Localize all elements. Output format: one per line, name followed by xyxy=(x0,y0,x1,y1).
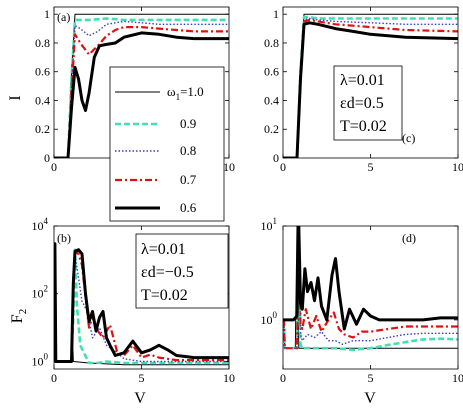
y-tick-label-exp: 0 xyxy=(273,310,278,320)
xlabel-d: V xyxy=(364,390,376,407)
legend-label-1-0: ω1=1.0 xyxy=(167,84,204,102)
annotation-c-line2: εd=0.5 xyxy=(340,95,384,112)
ylabel-b: F2 xyxy=(9,309,29,323)
y-tick-label: 102 xyxy=(32,284,49,301)
series-line-w0_7 xyxy=(283,226,458,350)
annotation-c-line1: λ=0.01 xyxy=(340,72,385,89)
ylabel-b-main: F xyxy=(9,314,26,323)
series-line-w0_8 xyxy=(283,226,458,349)
series-line-w0_6 xyxy=(54,31,229,158)
panel-label-b: (b) xyxy=(57,231,71,245)
y-tick-label-exp: 2 xyxy=(44,284,49,294)
legend-label-1-0-omega: ω xyxy=(167,84,176,99)
annotation-box-c: λ=0.01 εd=0.5 T=0.02 xyxy=(333,65,403,141)
ylabel-a: I xyxy=(7,95,24,100)
x-tick-label: 5 xyxy=(368,160,374,174)
xlabel-b: V xyxy=(134,390,146,407)
legend-label-1-0-tail: =1.0 xyxy=(180,84,204,99)
y-tick-label: 0.8 xyxy=(264,36,279,50)
y-tick-label: 100 xyxy=(32,351,49,368)
series-line-w0_7 xyxy=(54,26,229,158)
x-tick-label: 0 xyxy=(280,371,286,385)
y-tick-label: 0.2 xyxy=(35,122,50,136)
y-tick-label: 101 xyxy=(261,216,278,233)
panel-label-d: (d) xyxy=(402,231,416,245)
y-tick-label: 0 xyxy=(273,151,279,165)
y-tick-label: 1 xyxy=(44,7,50,21)
y-tick-label-base: 10 xyxy=(32,219,44,233)
series-line-w0_6 xyxy=(54,242,229,363)
y-tick-label: 1 xyxy=(273,7,279,21)
y-tick-label: 0.2 xyxy=(264,122,279,136)
y-tick-label: 0 xyxy=(44,151,50,165)
annotation-b-line1: λ=0.01 xyxy=(141,241,186,258)
panel-label-a: (a) xyxy=(57,10,70,24)
legend-frame xyxy=(109,66,225,222)
y-tick-label-exp: 0 xyxy=(44,351,49,361)
y-tick-label: 0.6 xyxy=(264,65,279,79)
x-tick-label: 10 xyxy=(452,160,463,174)
x-tick-label: 0 xyxy=(51,371,57,385)
y-tick-label: 100 xyxy=(261,310,278,327)
y-tick-label-exp: 4 xyxy=(44,216,49,226)
y-tick-label-exp: 1 xyxy=(273,216,278,226)
legend-label-0-7: 0.7 xyxy=(180,172,197,187)
annotation-box-b: λ=0.01 εd=−0.5 T=0.02 xyxy=(135,233,229,309)
x-tick-label: 10 xyxy=(452,371,463,385)
legend-label-0-8: 0.8 xyxy=(180,143,196,158)
series-line-w0_6 xyxy=(283,21,458,158)
annotation-c-line3: T=0.02 xyxy=(340,118,387,135)
x-tick-label: 0 xyxy=(280,160,286,174)
y-tick-label: 0.6 xyxy=(35,65,50,79)
x-tick-label: 0 xyxy=(51,160,57,174)
panel-label-c: (c) xyxy=(402,131,415,145)
panel-c: 0 5 10 0 0.2 0.4 0.6 0.8 1 xyxy=(264,6,463,174)
legend-label-0-6: 0.6 xyxy=(180,200,197,215)
y-tick-label: 0.4 xyxy=(35,93,50,107)
y-tick-label: 104 xyxy=(32,216,49,233)
annotation-frame-c xyxy=(333,65,403,141)
series-line-w0_8 xyxy=(54,243,229,363)
annotation-frame-b xyxy=(135,233,229,309)
x-tick-label: 10 xyxy=(223,160,235,174)
y-tick-label-base: 10 xyxy=(261,219,273,233)
legend-label-1-0-sub: 1 xyxy=(176,92,181,102)
series-line-w0_6 xyxy=(283,226,458,331)
y-tick-label-base: 10 xyxy=(261,313,273,327)
x-tick-label: 10 xyxy=(223,371,235,385)
x-tick-label: 5 xyxy=(368,371,374,385)
y-tick-label-base: 10 xyxy=(32,287,44,301)
series-line-w0_7 xyxy=(283,18,458,158)
ylabel-b-sub: 2 xyxy=(17,309,29,315)
legend: ω1=1.0 0.9 0.8 0.7 0.6 xyxy=(109,66,225,222)
y-tick-label: 0.8 xyxy=(35,36,50,50)
annotation-b-line2: εd=−0.5 xyxy=(141,264,194,281)
y-tick-label: 0.4 xyxy=(264,93,279,107)
legend-label-0-9: 0.9 xyxy=(180,116,196,131)
y-tick-label-base: 10 xyxy=(32,354,44,368)
x-tick-label: 5 xyxy=(139,371,145,385)
annotation-b-line3: T=0.02 xyxy=(141,287,188,304)
